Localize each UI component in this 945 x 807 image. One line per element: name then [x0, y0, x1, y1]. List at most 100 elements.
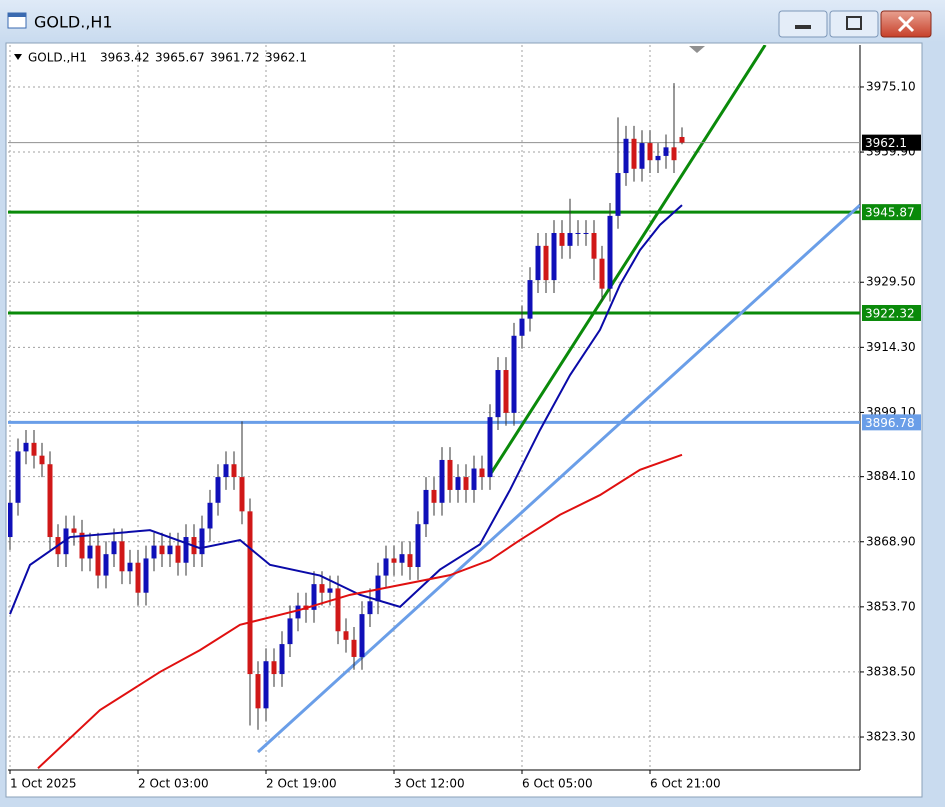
header-symbol: GOLD.,H1 — [28, 51, 87, 65]
candle-body — [295, 605, 301, 619]
y-tick-label: 3884.10 — [866, 469, 916, 483]
candle-body — [199, 528, 205, 555]
candle-body — [383, 558, 389, 576]
candle-body — [279, 644, 285, 675]
y-tick-label: 3838.50 — [866, 664, 916, 678]
candle-body — [359, 614, 365, 657]
candle-body — [231, 464, 237, 478]
candle-body — [463, 477, 469, 490]
candle-body — [207, 502, 213, 529]
header-high: 3965.67 — [155, 51, 205, 65]
candle-body — [143, 558, 149, 593]
plot-clip — [8, 45, 860, 770]
price-tag — [862, 204, 921, 221]
candle-body — [647, 143, 653, 161]
candle-body — [583, 232, 589, 234]
candle-body — [271, 661, 277, 675]
candle-body — [399, 554, 405, 563]
maximize-button[interactable] — [829, 10, 879, 38]
price-tag — [862, 304, 921, 321]
candle-body — [327, 588, 333, 593]
candle-body — [447, 459, 453, 490]
header-arrow — [14, 54, 22, 60]
candle-body — [607, 215, 613, 289]
candle-body — [31, 442, 37, 456]
candle-body — [8, 502, 13, 538]
candle-body — [111, 541, 117, 555]
candle-body — [655, 155, 661, 161]
minimize-button[interactable] — [778, 10, 828, 38]
candle-body — [679, 136, 685, 143]
price-tag-label: 3896.78 — [865, 416, 915, 430]
candle-body — [159, 545, 165, 555]
trendline — [256, 204, 860, 754]
x-tick-label: 2 Oct 19:00 — [266, 777, 337, 791]
shift-marker — [689, 46, 705, 53]
close-button[interactable] — [880, 10, 932, 38]
candle-body — [567, 232, 573, 246]
price-tag-label: 3922.32 — [865, 306, 915, 320]
y-tick-label: 3868.90 — [866, 534, 916, 548]
candle-body — [407, 554, 413, 568]
candle-body — [487, 417, 493, 478]
candle-body — [71, 528, 77, 533]
candle-body — [119, 541, 125, 572]
candle-body — [255, 674, 261, 709]
candle-body — [503, 370, 509, 413]
candle-body — [175, 545, 181, 563]
candle-body — [615, 173, 621, 216]
candle-body — [287, 618, 293, 645]
candle-body — [511, 335, 517, 413]
y-tick-label: 3853.70 — [866, 599, 916, 613]
candle-body — [127, 562, 133, 572]
candle-body — [167, 545, 173, 555]
candle-body — [23, 442, 29, 452]
y-tick-label: 3929.50 — [866, 275, 916, 289]
candle-body — [343, 631, 349, 640]
header-open: 3963.42 — [100, 51, 150, 65]
chart-area — [5, 42, 923, 798]
candle-body — [39, 455, 45, 465]
moving-average — [37, 453, 683, 770]
candle-body — [135, 562, 141, 593]
candle-body — [103, 554, 109, 576]
price-tag — [862, 134, 921, 151]
candle-body — [495, 370, 501, 418]
y-tick-label: 3823.30 — [866, 730, 916, 744]
candle-body — [663, 147, 669, 156]
candle-body — [95, 545, 101, 576]
candle-body — [239, 477, 245, 512]
candle-body — [223, 464, 229, 478]
plot: 3823.303838.503853.703868.903884.103899.… — [8, 45, 921, 791]
candle-body — [183, 537, 189, 563]
candle-body — [47, 464, 53, 538]
candle-body — [431, 489, 437, 503]
candle-body — [455, 477, 461, 490]
candle-body — [631, 138, 637, 169]
candle-body — [63, 528, 69, 555]
candle-body — [415, 524, 421, 568]
candle-body — [559, 232, 565, 246]
price-tag-label: 3962.1 — [865, 136, 907, 150]
candle-body — [527, 280, 533, 319]
header-low: 3961.72 — [210, 51, 260, 65]
candle-body — [247, 511, 253, 675]
candle-body — [471, 468, 477, 490]
candle-body — [335, 588, 341, 632]
trendline — [488, 45, 767, 476]
x-tick-label: 2 Oct 03:00 — [138, 777, 209, 791]
candle-body — [151, 545, 157, 559]
candle-body — [599, 258, 605, 289]
candle-body — [439, 459, 445, 503]
y-tick-label: 3914.30 — [866, 340, 916, 354]
candle-body — [215, 477, 221, 503]
candle-body — [351, 639, 357, 657]
candle-body — [591, 232, 597, 259]
x-tick-label: 6 Oct 05:00 — [522, 777, 593, 791]
candle-body — [575, 232, 581, 234]
x-tick-label: 6 Oct 21:00 — [650, 777, 721, 791]
candle-body — [311, 584, 317, 610]
price-tag-label: 3945.87 — [865, 206, 915, 220]
candle-body — [263, 661, 269, 709]
